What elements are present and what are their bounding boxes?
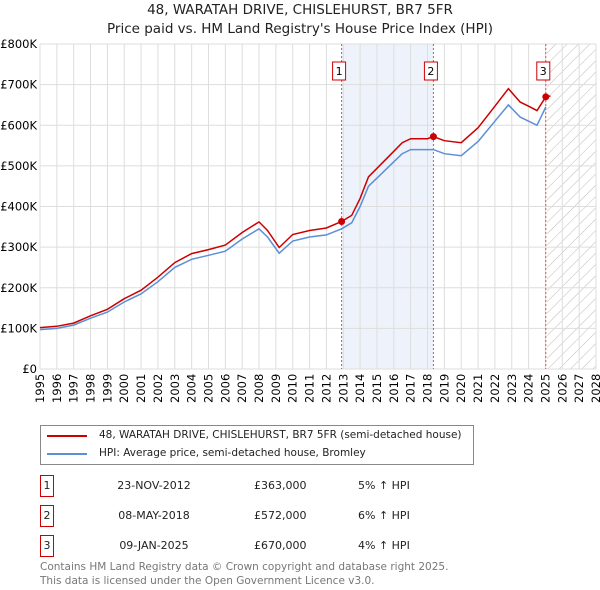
sale-marker-box (423, 61, 438, 81)
hpi-diff: 5% ↑ HPI (358, 479, 410, 492)
series-line-hpi (39, 103, 547, 331)
x-tick-label: 2019 (437, 374, 451, 403)
x-tick-label: 1999 (100, 374, 114, 403)
price-chart: 1995 1996 1997 1998 1999 2000 2001 2002 2003 2004… (0, 37, 600, 403)
x-tick-label: 2004 (185, 374, 199, 403)
y-tick-label: £200K (0, 281, 37, 295)
transaction-row: 1 23-NOV-2012 £363,000 5% ↑ HPI (40, 475, 440, 497)
sale-marker-label: 2 (427, 65, 434, 78)
x-tick-label: 2027 (572, 374, 586, 403)
x-tick-label: 2007 (235, 374, 249, 403)
marker-badge: 3 (40, 535, 54, 557)
x-tick-label: 2014 (353, 374, 367, 403)
price: £363,000 (254, 479, 307, 492)
marker-badge: 2 (40, 505, 54, 527)
x-tick-label: 2025 (538, 374, 552, 403)
x-tick-label: 2005 (201, 374, 215, 403)
sale-point (542, 93, 550, 101)
transaction-row: 3 09-JAN-2025 £670,000 4% ↑ HPI (40, 535, 440, 557)
footer-licence: This data is licensed under the Open Gov… (40, 575, 375, 587)
x-tick-label: 2021 (471, 374, 485, 403)
legend-label: HPI: Average price, semi-detached house,… (99, 447, 366, 459)
y-tick-label: £800K (0, 37, 37, 51)
y-tick-label: £100K (0, 321, 37, 335)
x-tick-label: 2002 (151, 374, 165, 403)
legend-swatch-blue (47, 452, 87, 455)
date: 08-MAY-2018 (118, 509, 190, 522)
x-tick-label: 2020 (454, 374, 468, 403)
marker-badge: 1 (40, 475, 54, 497)
x-tick-label: 2015 (370, 374, 384, 403)
date: 23-NOV-2012 (117, 479, 191, 492)
x-tick-label: 2026 (555, 374, 569, 403)
hpi-diff: 6% ↑ HPI (358, 509, 410, 522)
chart-subtitle: Price paid vs. HM Land Registry's House … (107, 21, 493, 37)
legend-item-property: 48, WARATAH DRIVE, CHISLEHURST, BR7 5FR … (47, 429, 462, 442)
legend: 48, WARATAH DRIVE, CHISLEHURST, BR7 5FR … (40, 425, 474, 465)
y-tick-label: £0 (22, 362, 37, 376)
y-tick-label: £600K (0, 118, 37, 132)
x-tick-label: 2006 (218, 374, 232, 403)
hpi-diff: 4% ↑ HPI (358, 539, 410, 552)
footer-copyright: Contains HM Land Registry data © Crown c… (40, 561, 449, 573)
date: 09-JAN-2025 (119, 539, 189, 552)
x-tick-label: 2008 (252, 374, 266, 403)
x-tick-label: 1995 (33, 374, 47, 403)
x-tick-label: 2011 (303, 374, 317, 403)
chart-title: 48, WARATAH DRIVE, CHISLEHURST, BR7 5FR (147, 2, 453, 18)
price: £670,000 (254, 539, 307, 552)
y-tick-label: £700K (0, 78, 37, 92)
y-tick-label: £500K (0, 159, 37, 173)
x-tick-label: 2001 (134, 374, 148, 403)
sale-marker-label: 3 (540, 65, 547, 78)
legend-swatch-red (47, 434, 87, 437)
sale-marker-box (332, 61, 347, 81)
y-tick-label: £300K (0, 240, 37, 254)
sale-marker-label: 1 (336, 65, 343, 78)
x-tick-label: 2024 (522, 374, 536, 403)
series-line-property (39, 87, 551, 329)
y-tick-label: £400K (0, 200, 37, 214)
x-tick-label: 2022 (488, 374, 502, 403)
x-tick-label: 2009 (269, 374, 283, 403)
x-tick-label: 2012 (319, 374, 333, 403)
sale-marker-box (536, 61, 551, 81)
x-tick-label: 1996 (50, 374, 64, 403)
x-tick-label: 2017 (404, 374, 418, 403)
x-tick-label: 2010 (286, 374, 300, 403)
x-tick-label: 2018 (421, 374, 435, 403)
price: £572,000 (254, 509, 307, 522)
sale-point (429, 133, 437, 141)
x-tick-label: 2013 (336, 374, 350, 403)
x-tick-label: 2023 (505, 374, 519, 403)
legend-label: 48, WARATAH DRIVE, CHISLEHURST, BR7 5FR … (99, 429, 462, 441)
x-tick-label: 2003 (168, 374, 182, 403)
x-tick-label: 1998 (84, 374, 98, 403)
x-tick-label: 1997 (67, 374, 81, 403)
x-tick-label: 2028 (589, 374, 600, 403)
x-tick-label: 2000 (117, 374, 131, 403)
sale-point (338, 218, 346, 226)
legend-item-hpi: HPI: Average price, semi-detached house,… (47, 447, 366, 460)
x-tick-label: 2016 (387, 374, 401, 403)
transaction-row: 2 08-MAY-2018 £572,000 6% ↑ HPI (40, 505, 440, 527)
